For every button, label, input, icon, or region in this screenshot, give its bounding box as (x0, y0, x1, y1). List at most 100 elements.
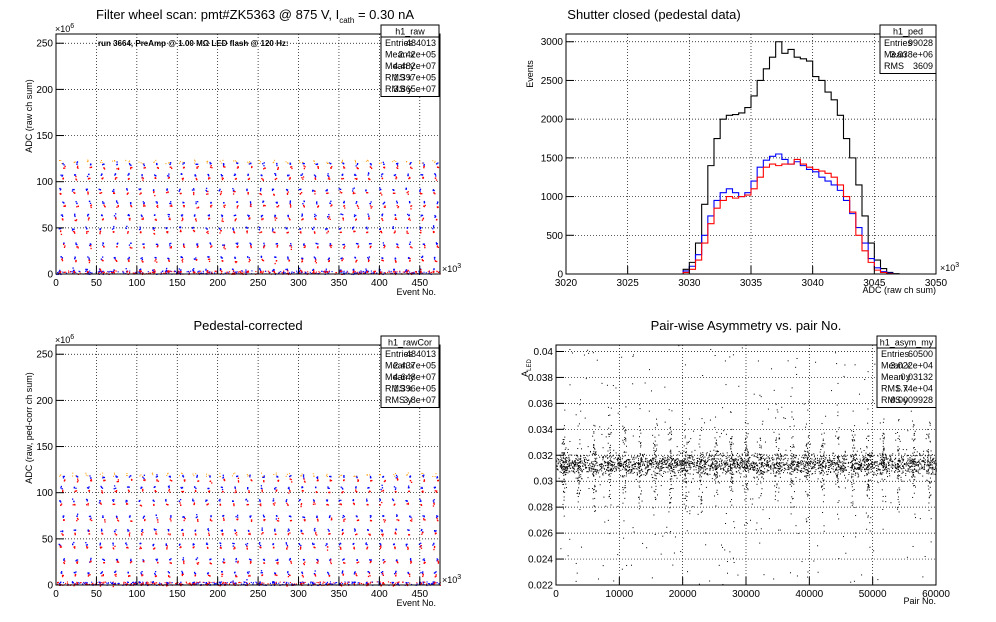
scan-point-blue (128, 486, 130, 488)
scan-point-red (396, 204, 398, 207)
scan-point-red (72, 230, 75, 233)
scan-point-blue (341, 572, 343, 574)
scan-point-red (116, 206, 118, 208)
scan-point-red (167, 533, 170, 535)
scan-point-red (183, 560, 185, 562)
scan-point-red (286, 548, 288, 550)
scan-point-red (286, 232, 288, 234)
scan-point-blue (60, 530, 62, 533)
stats-row-label: RMS x (385, 73, 413, 83)
scan-point-blue (381, 530, 383, 533)
scan-point-red (112, 583, 115, 586)
scan-point-red (262, 260, 265, 262)
scan-point-blue (286, 189, 289, 191)
scan-point (239, 581, 241, 583)
scan-point-blue (233, 174, 236, 177)
scan-point (89, 270, 91, 272)
scan-point-blue (366, 228, 368, 230)
scan-point-blue (193, 582, 195, 584)
scan-point-red (156, 261, 158, 263)
scan-point-blue (61, 174, 64, 176)
scan-point-red (197, 480, 199, 482)
scan-point-blue (181, 256, 183, 259)
scan-point-blue (233, 542, 235, 545)
scan-point-red (179, 583, 181, 585)
scan-point-blue (328, 573, 330, 575)
scan-point-red (383, 166, 386, 168)
scan-point-blue (192, 583, 194, 586)
scan-point-blue (436, 201, 439, 203)
scan-point-blue (353, 528, 356, 530)
scan-point-red (249, 205, 252, 207)
scan-point-red (183, 479, 185, 481)
scan-point-blue (223, 202, 225, 204)
scan-point-blue (436, 560, 438, 562)
scan-point-red (76, 561, 78, 564)
scan-point-red (168, 489, 171, 491)
scan-point (333, 582, 335, 584)
scan-point (117, 271, 119, 273)
scan-point-red (381, 490, 383, 492)
scan-point (109, 270, 111, 272)
scan-point-blue (328, 530, 330, 532)
scan-point-red (62, 219, 64, 221)
scan-point (315, 271, 317, 273)
scan-point-red (313, 546, 315, 549)
scan-point-blue (233, 214, 235, 217)
scan-point-blue (102, 164, 104, 166)
scan-point-blue (329, 515, 331, 517)
scan-point-blue (382, 244, 385, 246)
stats-row-value: 2.437e+05 (393, 361, 436, 371)
scan-point-blue (76, 244, 78, 246)
scan-point-blue (382, 476, 384, 478)
asym-point (587, 465, 589, 467)
scan-point-orange (325, 475, 327, 477)
scan-point (208, 272, 210, 274)
scan-point-red (73, 231, 76, 233)
scan-point-red (74, 533, 76, 535)
scan-point-red (355, 218, 357, 221)
asym-point (835, 462, 837, 464)
asym-point (568, 457, 570, 459)
scan-point (112, 271, 114, 274)
scan-point-orange (434, 475, 436, 477)
scan-point-red (341, 259, 343, 261)
scan-point-blue (74, 257, 76, 259)
scan-point-blue (192, 543, 195, 545)
scan-point-red (263, 245, 266, 247)
scan-point (423, 271, 425, 273)
scan-point-blue (208, 215, 210, 217)
scan-point (429, 272, 431, 274)
scan-point-red (314, 272, 316, 274)
scan-point (229, 583, 231, 585)
scan-point-blue (86, 544, 89, 546)
scan-point-red (170, 562, 172, 564)
scan-point (222, 582, 224, 584)
scan-point-red (210, 563, 213, 565)
scan-point-blue (381, 487, 384, 489)
stats-box-name: h1_ped (893, 27, 923, 37)
scan-point-red (63, 562, 66, 565)
scan-point-blue (207, 528, 209, 531)
scan-point-blue (342, 213, 344, 216)
panel-raw-scan: Filter wheel scan: pmt#ZK5363 @ 875 V, I… (24, 7, 461, 297)
scan-point-red (157, 561, 159, 564)
scan-point-blue (409, 163, 411, 165)
scan-point-orange (114, 160, 116, 162)
scan-point-blue (127, 174, 129, 176)
scan-point-red (303, 246, 305, 249)
asym-point (833, 462, 835, 464)
asym-point (612, 464, 614, 466)
scan-point-blue (396, 560, 398, 562)
asym-point (842, 470, 844, 472)
scan-point-red (208, 177, 210, 179)
scan-point-blue (351, 227, 354, 229)
scan-point-blue (420, 215, 422, 217)
scan-point-blue (287, 215, 289, 218)
scan-point (57, 272, 59, 274)
scan-point-red (370, 167, 373, 170)
scan-point-blue (340, 269, 342, 271)
scan-point-blue (302, 474, 305, 476)
scan-point-red (409, 479, 412, 482)
asym-point (662, 464, 664, 466)
